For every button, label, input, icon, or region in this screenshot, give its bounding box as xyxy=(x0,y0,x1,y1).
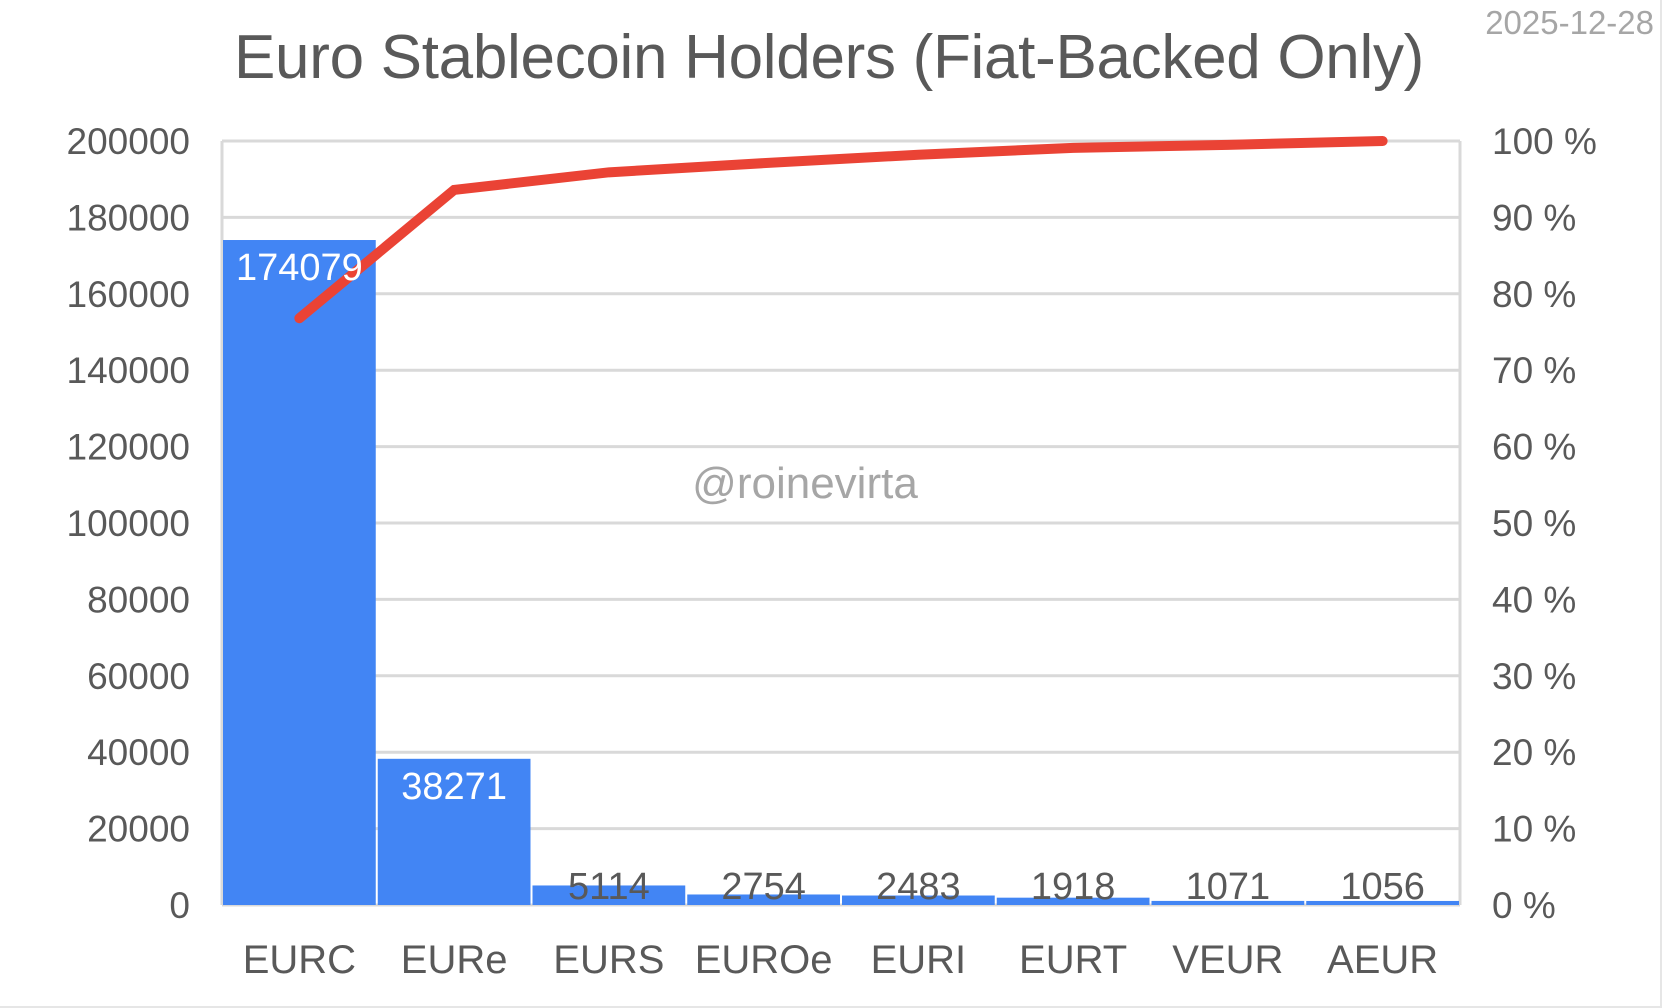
bar-value-label: 1918 xyxy=(1031,866,1116,908)
bar-value-label: 1056 xyxy=(1340,866,1425,908)
line-series-cumulative xyxy=(294,136,1388,324)
y-tick-label: 60000 xyxy=(87,656,190,697)
chart-date: 2025-12-28 xyxy=(1485,4,1654,41)
y-tick-label: 20000 xyxy=(87,809,190,850)
bar-eurt[interactable] xyxy=(996,897,1150,905)
bar-value-label: 38271 xyxy=(401,766,507,808)
category-axis-ticks: EURC EURe EURS EUROe EURI EURT VEUR AEUR xyxy=(243,938,1438,982)
chart-title: Euro Stablecoin Holders (Fiat-Backed Onl… xyxy=(0,22,1662,93)
y2-tick-label: 20 % xyxy=(1492,732,1576,773)
y2-tick-label: 70 % xyxy=(1492,350,1576,391)
y2-tick-label: 90 % xyxy=(1492,197,1576,238)
bar-value-label: 2754 xyxy=(721,866,806,908)
y-tick-label: 0 xyxy=(169,885,190,926)
y-tick-label: 120000 xyxy=(67,427,190,468)
x-tick-label: VEUR xyxy=(1172,938,1283,982)
y2-tick-label: 50 % xyxy=(1492,503,1576,544)
x-tick-label: EURT xyxy=(1019,938,1127,982)
bar-value-label: 1071 xyxy=(1186,866,1271,908)
bar-eure[interactable] xyxy=(377,758,531,905)
y2-tick-label: 60 % xyxy=(1492,427,1576,468)
y-tick-label: 100000 xyxy=(67,503,190,544)
x-tick-label: EURC xyxy=(243,938,356,982)
x-tick-label: EURI xyxy=(871,938,967,982)
cumulative-percent-line[interactable] xyxy=(294,136,1388,324)
x-tick-label: AEUR xyxy=(1327,938,1438,982)
y2-tick-label: 30 % xyxy=(1492,656,1576,697)
bar-aeur[interactable] xyxy=(1306,900,1459,905)
y-tick-label: 180000 xyxy=(67,197,190,238)
right-axis-ticks: 100 % 90 % 80 % 70 % 60 % 50 % 40 % 30 % 20 % 10 … xyxy=(1492,121,1597,926)
bar-veur[interactable] xyxy=(1151,900,1305,905)
y2-tick-label: 80 % xyxy=(1492,274,1576,315)
bar-eurc[interactable] xyxy=(223,240,376,906)
chart-title-text: Euro Stablecoin Holders (Fiat-Backed Onl… xyxy=(233,23,1424,92)
bar-value-label: 174079 xyxy=(236,247,363,289)
y-tick-label: 160000 xyxy=(67,274,190,315)
x-tick-label: EURS xyxy=(553,938,664,982)
y-tick-label: 80000 xyxy=(87,579,190,620)
bar-value-label: 2483 xyxy=(876,866,961,908)
bar-euri[interactable] xyxy=(842,895,995,905)
y2-tick-label: 0 % xyxy=(1492,885,1556,926)
y-tick-label: 40000 xyxy=(87,732,190,773)
bar-euroe[interactable] xyxy=(687,894,840,905)
y2-tick-label: 100 % xyxy=(1492,121,1597,162)
x-tick-label: EURe xyxy=(401,938,508,982)
bar-series-holders xyxy=(223,240,1459,906)
bar-eurs[interactable] xyxy=(532,885,686,905)
bar-data-labels: 174079 38271 5114 2754 2483 1918 1071 1056 xyxy=(236,247,1425,908)
bar-value-label: 5114 xyxy=(568,866,650,908)
left-axis-ticks: 2000001800001600001400001200001000008000… xyxy=(67,121,190,926)
watermark: @roinevirta xyxy=(692,459,918,508)
y-tick-label: 140000 xyxy=(67,350,190,391)
y2-tick-label: 40 % xyxy=(1492,579,1576,620)
y2-tick-label: 10 % xyxy=(1492,809,1576,850)
x-tick-label: EUROe xyxy=(695,938,833,982)
y-tick-label: 200000 xyxy=(67,121,190,162)
